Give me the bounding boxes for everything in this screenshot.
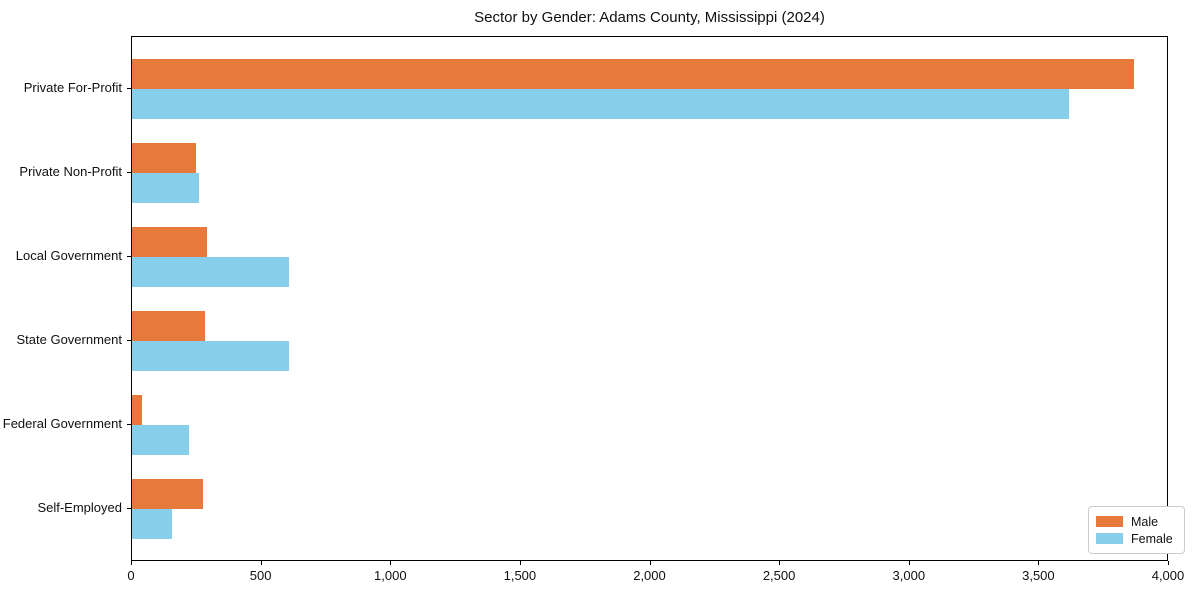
x-tick bbox=[779, 561, 781, 565]
y-tick-label: Private For-Profit bbox=[23, 80, 122, 95]
y-tick-label: Federal Government bbox=[2, 416, 122, 431]
y-tick bbox=[127, 508, 131, 509]
bar-female bbox=[132, 89, 1070, 119]
y-tick-label: Self-Employed bbox=[37, 500, 122, 515]
y-tick bbox=[127, 172, 131, 173]
x-tick bbox=[1038, 561, 1040, 565]
x-tick-label: 1,000 bbox=[374, 568, 407, 583]
x-tick-label: 3,500 bbox=[1022, 568, 1055, 583]
bar-male bbox=[132, 479, 203, 509]
bar-male bbox=[132, 143, 196, 173]
y-tick-label: State Government bbox=[16, 332, 123, 347]
x-tick bbox=[390, 561, 392, 565]
y-tick-label: Local Government bbox=[15, 248, 122, 263]
legend-label: Male bbox=[1131, 514, 1159, 529]
legend-row: Male bbox=[1096, 513, 1176, 530]
x-tick-label: 2,500 bbox=[762, 568, 796, 583]
plot-area bbox=[131, 36, 1168, 561]
y-tick bbox=[127, 256, 131, 257]
bar-female bbox=[132, 341, 289, 371]
y-tick-label: Private Non-Profit bbox=[19, 164, 122, 179]
bar-male bbox=[132, 395, 142, 425]
y-tick bbox=[127, 424, 131, 425]
x-tick bbox=[131, 561, 132, 565]
legend-row: Female bbox=[1096, 530, 1176, 547]
legend-swatch-female bbox=[1096, 533, 1123, 544]
x-tick-label: 500 bbox=[249, 568, 272, 583]
x-tick-label: 4,000 bbox=[1151, 568, 1185, 583]
x-tick-label: 1,500 bbox=[503, 568, 537, 583]
legend: Male Female bbox=[1088, 506, 1185, 554]
x-tick bbox=[908, 561, 910, 565]
x-tick bbox=[260, 561, 262, 565]
y-tick bbox=[127, 340, 131, 341]
legend-label: Female bbox=[1131, 531, 1173, 546]
x-tick-label: 2,000 bbox=[633, 568, 666, 583]
x-tick bbox=[649, 561, 651, 565]
bar-male bbox=[132, 59, 1134, 89]
x-tick-label: 3,000 bbox=[892, 568, 926, 583]
bar-female bbox=[132, 257, 289, 287]
legend-swatch-male bbox=[1096, 516, 1123, 527]
x-tick-label: 0 bbox=[127, 568, 135, 583]
chart-title: Sector by Gender: Adams County, Mississi… bbox=[474, 9, 825, 26]
x-tick bbox=[519, 561, 521, 565]
y-tick bbox=[127, 88, 131, 89]
bar-female bbox=[132, 173, 200, 203]
x-tick bbox=[1168, 561, 1169, 565]
bar-male bbox=[132, 311, 205, 341]
bar-female bbox=[132, 509, 173, 539]
bar-male bbox=[132, 227, 208, 257]
bar-female bbox=[132, 425, 189, 455]
